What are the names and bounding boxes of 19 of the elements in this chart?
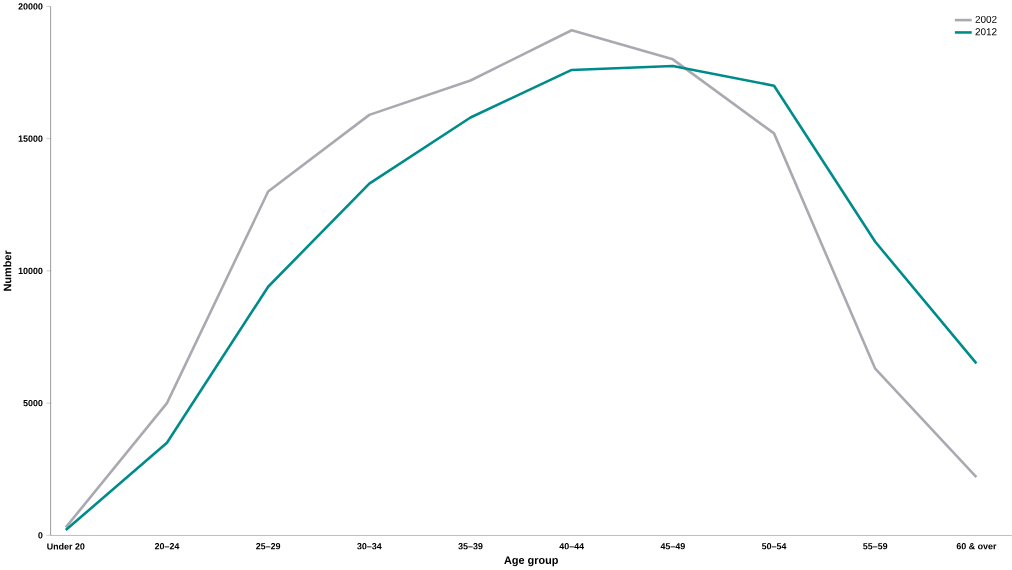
y-tick-label: 20000 (18, 3, 43, 10)
y-axis-title: Number (3, 250, 12, 291)
x-tick-label: 45–49 (660, 543, 685, 550)
y-tick-label: 0 (38, 532, 43, 539)
x-tick-label: 30–34 (357, 543, 382, 550)
x-tick-label: 25–29 (256, 543, 281, 550)
x-tick-label: 20–24 (154, 543, 180, 550)
y-tick-label: 15000 (18, 135, 43, 143)
x-tick-label: Under 20 (47, 543, 85, 550)
legend-label: 2002 (975, 16, 997, 24)
y-tick-label: 10000 (18, 267, 43, 275)
x-tick-label: 55–59 (863, 543, 888, 550)
y-tick-label: 5000 (23, 400, 43, 407)
x-tick-label: 50–54 (761, 543, 787, 550)
legend-label: 2012 (975, 28, 997, 36)
x-tick-label: 60 & over (956, 543, 997, 550)
x-tick-label: 35–39 (458, 543, 483, 550)
x-axis-title: Age group (504, 556, 558, 567)
x-tick-label: 40–44 (559, 543, 585, 550)
